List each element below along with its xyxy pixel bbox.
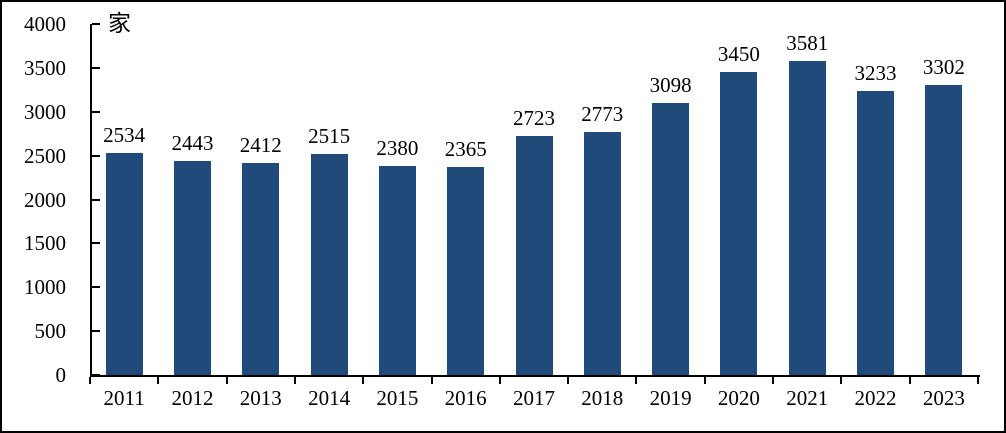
x-axis-category-label: 2023 xyxy=(922,386,965,410)
y-axis-tick-label: 500 xyxy=(34,319,67,344)
x-axis-tick xyxy=(977,377,979,384)
x-axis-category-label: 2012 xyxy=(171,386,214,410)
x-axis-tick xyxy=(157,377,160,384)
bar-value-label: 2412 xyxy=(239,133,282,157)
bar-value-label: 2365 xyxy=(444,137,487,161)
bar-value-label: 3581 xyxy=(786,31,829,55)
y-axis-unit-label: 家 xyxy=(108,11,131,36)
y-axis-tick-label: 2000 xyxy=(24,187,66,212)
y-axis-tick xyxy=(92,23,100,25)
y-axis-tick-label: 2500 xyxy=(24,143,66,168)
y-axis-tick-label: 3500 xyxy=(24,55,66,80)
bar xyxy=(173,161,211,375)
bar-value-label: 2443 xyxy=(171,131,214,155)
x-axis-category-label: 2022 xyxy=(854,386,897,410)
x-axis-category-label: 2020 xyxy=(717,386,760,410)
y-axis-line xyxy=(90,24,92,377)
bar xyxy=(310,154,348,375)
bar-value-label: 2534 xyxy=(103,123,146,147)
x-axis-tick xyxy=(430,377,433,384)
x-axis-tick xyxy=(362,377,365,384)
bar xyxy=(105,153,143,375)
x-axis-category-label: 2011 xyxy=(103,386,145,410)
x-axis-tick xyxy=(225,377,228,384)
y-axis-tick xyxy=(92,242,100,245)
bar-value-label: 2773 xyxy=(581,102,624,126)
y-axis-tick-label: 1500 xyxy=(24,231,66,256)
bar-value-label: 2380 xyxy=(376,136,419,160)
bar xyxy=(857,91,895,375)
y-axis-tick-label: 0 xyxy=(55,363,67,387)
y-axis-tick xyxy=(92,66,100,69)
x-axis-category-label: 2019 xyxy=(649,386,692,410)
y-axis-tick xyxy=(92,198,100,201)
bar xyxy=(925,85,963,375)
x-axis-tick xyxy=(498,377,501,384)
y-axis-tick xyxy=(92,330,100,333)
y-axis-tick xyxy=(92,286,100,289)
bar xyxy=(788,61,826,375)
x-axis-category-label: 2014 xyxy=(308,386,351,410)
x-axis-tick xyxy=(293,377,296,384)
bar xyxy=(583,132,621,375)
y-axis-tick xyxy=(92,110,100,113)
x-axis-tick xyxy=(840,377,843,384)
x-axis-tick xyxy=(635,377,638,384)
x-axis-category-label: 2016 xyxy=(444,386,487,410)
y-axis-tick xyxy=(92,374,100,376)
bar-value-label: 3098 xyxy=(649,73,692,97)
x-axis-tick xyxy=(89,377,91,384)
bar-value-label: 2515 xyxy=(308,124,351,148)
bar-value-label: 3450 xyxy=(717,42,760,66)
x-axis-category-label: 2015 xyxy=(376,386,419,410)
x-axis-category-label: 2021 xyxy=(786,386,829,410)
bar xyxy=(515,136,553,375)
x-axis-tick xyxy=(908,377,911,384)
bar-value-label: 3233 xyxy=(854,61,897,85)
y-axis-tick-label: 3000 xyxy=(24,99,66,124)
bar xyxy=(447,167,485,375)
bar xyxy=(378,166,416,375)
y-axis-tick-label: 4000 xyxy=(24,12,66,36)
x-axis-tick xyxy=(703,377,706,384)
x-axis-category-label: 2018 xyxy=(581,386,624,410)
bar xyxy=(242,163,280,375)
x-axis-category-label: 2013 xyxy=(239,386,282,410)
x-axis-tick xyxy=(567,377,570,384)
x-axis-category-label: 2017 xyxy=(512,386,555,410)
bar-value-label: 2723 xyxy=(513,106,555,130)
bar-value-label: 3302 xyxy=(922,55,965,79)
bar xyxy=(652,103,690,375)
x-axis-line xyxy=(90,375,980,377)
y-axis-tick xyxy=(92,154,100,157)
y-axis-tick-label: 1000 xyxy=(24,275,66,300)
x-axis-tick xyxy=(772,377,775,384)
bar xyxy=(720,72,758,375)
